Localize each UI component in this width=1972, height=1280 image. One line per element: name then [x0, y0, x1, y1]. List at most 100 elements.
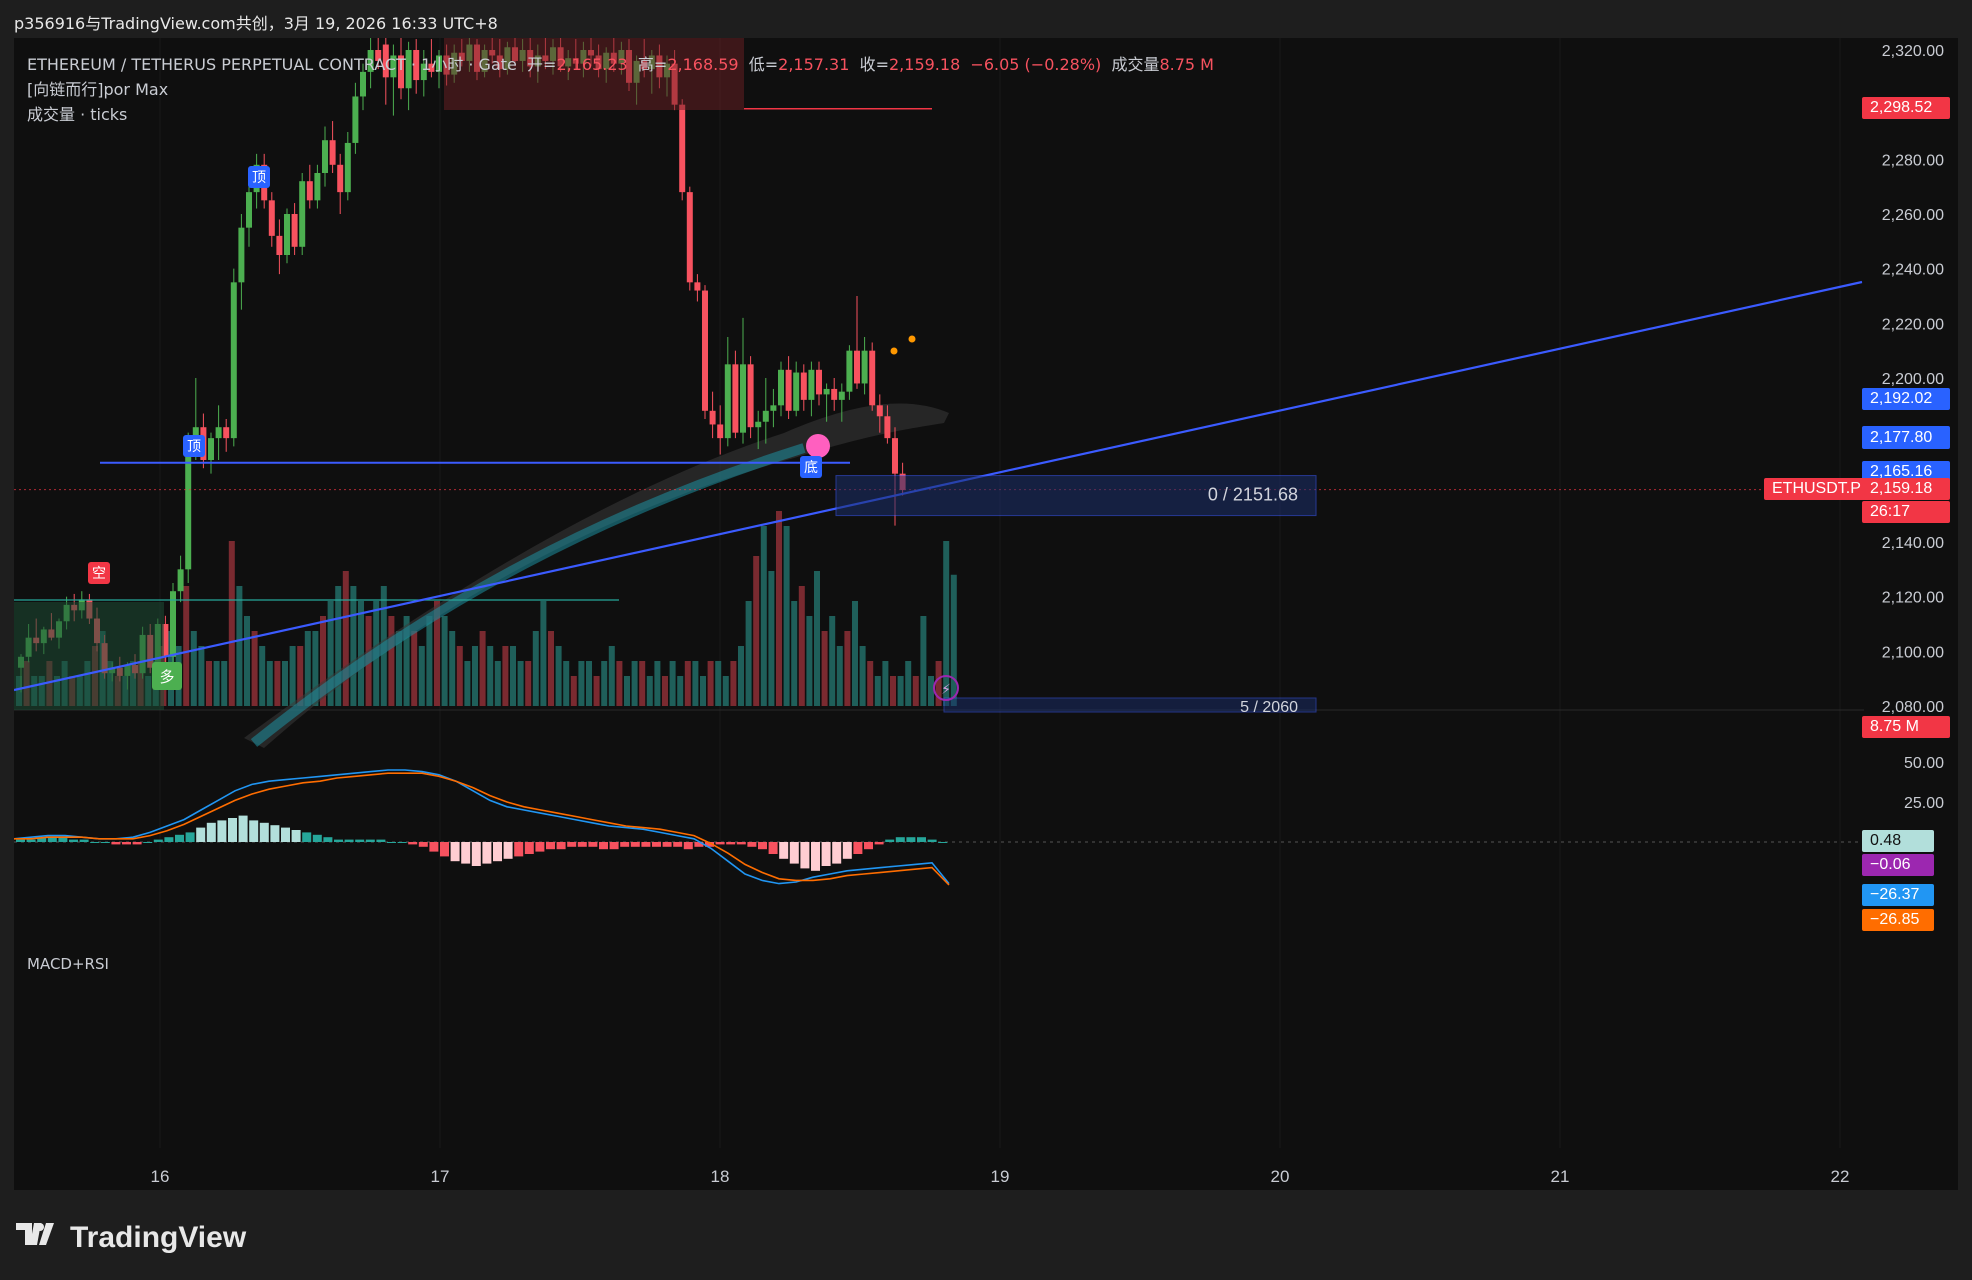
candle-down	[694, 282, 701, 291]
volume-bar	[874, 676, 881, 706]
volume-bar	[753, 556, 760, 706]
volume-bar	[540, 601, 547, 706]
macd-histogram-bar	[821, 842, 831, 866]
candle-up	[838, 391, 845, 400]
bottom-order-box-label: 5 / 2060	[1240, 699, 1298, 716]
top-marker-bg	[248, 166, 270, 188]
macd-histogram-bar	[79, 839, 89, 842]
candle-up	[246, 192, 252, 228]
candle-up	[808, 369, 815, 400]
macd-tag: −0.06	[1862, 854, 1934, 876]
legend-indicator-vectorline[interactable]: [向链而行]por Max	[27, 80, 169, 99]
macd-histogram-bar	[705, 842, 714, 847]
legend-low-value: 2,157.31	[778, 55, 850, 74]
volume-bar	[730, 661, 737, 706]
legend-high-label: 高=	[637, 55, 668, 74]
volume-bar	[639, 661, 646, 706]
candle-up	[420, 63, 427, 81]
macd-histogram-bar	[111, 842, 121, 845]
candle-down	[831, 388, 838, 400]
volume-bar	[836, 646, 843, 706]
candle-down	[223, 427, 230, 439]
macd-histogram-bar	[567, 842, 577, 847]
legend-volume-value: 8.75 M	[1159, 55, 1214, 74]
volume-bar	[510, 646, 516, 706]
volume-bar	[897, 676, 904, 706]
volume-bar	[707, 661, 714, 706]
tradingview-logo[interactable]: TradingView	[16, 1220, 246, 1255]
price-tag: 26:17	[1862, 500, 1950, 523]
volume-bar	[342, 571, 349, 706]
candle-up	[823, 388, 830, 395]
macd-histogram-bar	[927, 839, 937, 842]
macd-histogram-bar	[514, 842, 524, 857]
candle-down	[884, 416, 891, 439]
volume-bar	[244, 616, 250, 706]
macd-histogram-bar	[683, 842, 693, 850]
volume-bar	[502, 646, 509, 706]
candle-up	[724, 364, 731, 439]
trend-band-center	[250, 443, 806, 747]
price-tick-label: 2,080.00	[1882, 699, 1944, 716]
candle-down	[398, 55, 404, 89]
macd-histogram-bar	[747, 842, 757, 847]
candle-up	[352, 96, 359, 143]
macd-histogram-bar	[938, 842, 948, 843]
price-tick-label: 2,100.00	[1882, 644, 1944, 661]
legend-change: −6.05 (−0.28%)	[970, 55, 1102, 74]
macd-histogram-bar	[758, 842, 767, 850]
macd-histogram-bar	[228, 818, 237, 842]
signal-dot-orange	[890, 347, 898, 355]
tradingview-wordmark: TradingView	[70, 1220, 247, 1254]
macd-histogram-bar	[270, 825, 280, 842]
volume-bar	[449, 631, 456, 706]
legend-high-value: 2,168.59	[667, 55, 739, 74]
candle-up	[762, 410, 769, 422]
long-marker-bg	[152, 662, 182, 690]
volume-bar	[297, 646, 304, 706]
volume-bar	[418, 646, 425, 706]
macd-histogram-bar	[37, 837, 47, 842]
volume-bar	[601, 661, 608, 706]
candle-up	[405, 50, 412, 89]
volume-bar	[859, 646, 866, 706]
volume-bar	[396, 631, 402, 706]
volume-bar	[532, 631, 539, 706]
time-tick-label: 21	[1551, 1167, 1570, 1186]
volume-bar	[882, 661, 889, 706]
macd-histogram-bar	[535, 842, 545, 852]
volume-bar	[282, 661, 288, 706]
volume-bar	[684, 661, 691, 706]
volume-bar	[327, 601, 334, 706]
candle-up	[185, 446, 192, 570]
long-marker: 多	[159, 668, 174, 686]
volume-bar	[624, 676, 630, 706]
volume-bar	[646, 676, 653, 706]
macd-histogram-bar	[471, 842, 481, 866]
legend-indicator-macd[interactable]: MACD+RSI	[27, 955, 109, 973]
macd-histogram-bar	[153, 839, 163, 842]
macd-histogram-bar	[599, 842, 608, 850]
top-marker: 顶	[187, 439, 201, 455]
macd-tick-label: 25.00	[1904, 795, 1944, 812]
volume-bar	[183, 586, 190, 706]
price-tick-label: 2,220.00	[1882, 316, 1944, 333]
top-marker: 顶	[252, 170, 266, 186]
candle-up	[314, 173, 321, 201]
candle-down	[162, 624, 169, 657]
candle-down	[375, 50, 382, 61]
volume-bar	[388, 616, 395, 706]
volume-bar	[312, 631, 319, 706]
volume-bar	[654, 661, 661, 706]
legend-indicator-volume[interactable]: 成交量 · ticks	[27, 105, 128, 124]
macd-histogram-bar	[429, 842, 439, 852]
price-tag: 8.75 M	[1862, 716, 1950, 738]
candle-down	[869, 350, 876, 406]
signal-dot-orange	[908, 335, 916, 343]
time-tick-label: 17	[431, 1167, 450, 1186]
macd-histogram-bar	[811, 842, 820, 871]
short-marker-bg	[88, 562, 110, 584]
macd-histogram-bar	[768, 842, 778, 854]
macd-histogram-bar	[164, 837, 174, 842]
